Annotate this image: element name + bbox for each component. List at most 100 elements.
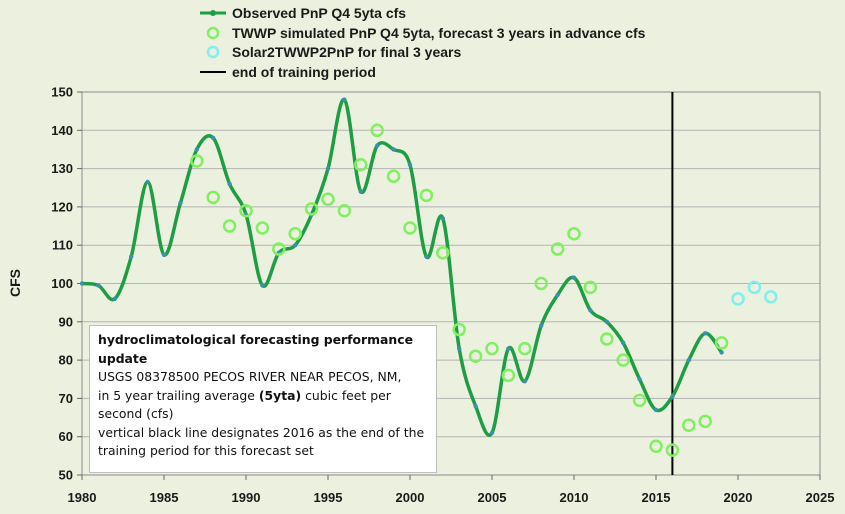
twwp-point-2004	[468, 349, 483, 364]
twwp-point-2018	[698, 414, 712, 429]
observed-point-1981	[96, 283, 101, 288]
twwp-point-2000	[403, 221, 417, 235]
y-tick-label-100: 100	[51, 276, 73, 291]
twwp-point-2019	[714, 336, 729, 350]
twwp-point-2006	[501, 368, 516, 383]
solar-point-2022	[764, 290, 778, 304]
twwp-point-2011	[583, 280, 598, 295]
observed-series	[79, 97, 724, 437]
observed-point-1980	[79, 281, 85, 286]
solar-point-2020	[731, 292, 745, 306]
x-tick-label-1990: 1990	[232, 490, 261, 505]
x-tick-label-2020: 2020	[724, 490, 753, 505]
twwp-point-2016	[665, 443, 680, 457]
observed-point-2005	[489, 430, 495, 436]
y-tick-label-140: 140	[51, 123, 73, 138]
observed-point-1995	[325, 166, 331, 171]
observed-point-2016	[670, 394, 675, 399]
y-tick-label-150: 150	[51, 85, 73, 100]
observed-point-1998	[375, 143, 380, 148]
twwp-point-2005	[485, 341, 499, 356]
solar-point-2021	[747, 280, 762, 295]
twwp-series	[190, 123, 729, 457]
legend-label-solar: Solar2TWWP2PnP for final 3 years	[232, 44, 461, 60]
twwp-point-2010	[567, 226, 581, 241]
observed-point-2002	[440, 216, 445, 221]
observed-point-2004	[473, 403, 478, 409]
twwp-point-1991	[255, 221, 270, 235]
observed-point-2009	[555, 292, 560, 298]
twwp-point-2013	[616, 353, 630, 367]
observed-point-2018	[703, 331, 708, 336]
annotation-box: hydroclimatological forecasting performa…	[89, 325, 437, 473]
observed-point-1987	[194, 147, 199, 152]
observed-point-1988	[211, 135, 216, 141]
x-tick-label-2015: 2015	[642, 490, 671, 505]
legend-label-training: end of training period	[232, 64, 376, 80]
twwp-point-2003	[452, 322, 466, 337]
x-tick-label-1980: 1980	[68, 490, 97, 505]
observed-point-2019	[719, 350, 724, 355]
observed-point-1984	[145, 179, 150, 185]
twwp-point-1988	[206, 190, 220, 205]
observed-point-2014	[637, 377, 642, 382]
legend-label-twwp: TWWP simulated PnP Q4 5yta, forecast 3 y…	[232, 25, 646, 41]
annotation-title: hydroclimatological forecasting performa…	[98, 332, 413, 366]
legend: Observed PnP Q4 5yta cfs TWWP simulated …	[200, 5, 646, 80]
twwp-point-2015	[649, 439, 663, 454]
annotation-line3: vertical black line designates 2016 as t…	[98, 424, 425, 459]
twwp-point-1996	[337, 203, 352, 218]
legend-marker-solar	[206, 45, 220, 59]
annotation-line2: in 5 year trailing average (5yta) cubic …	[98, 387, 428, 424]
x-tick-label-2005: 2005	[478, 490, 507, 505]
observed-point-1997	[358, 189, 363, 194]
observed-point-2006	[506, 346, 511, 351]
observed-point-1996	[342, 97, 347, 102]
observed-point-2015	[653, 407, 659, 413]
twwp-point-2002	[436, 246, 450, 260]
legend-label-observed: Observed PnP Q4 5yta cfs	[232, 5, 406, 21]
twwp-point-2009	[550, 242, 565, 256]
observed-point-2010	[571, 275, 577, 280]
observed-point-2001	[424, 254, 429, 259]
twwp-point-1994	[304, 202, 319, 216]
observed-point-2011	[588, 308, 593, 313]
observed-point-1999	[391, 147, 396, 152]
y-tick-label-130: 130	[51, 161, 73, 176]
observed-point-2017	[686, 357, 691, 363]
observed-point-2008	[539, 323, 544, 328]
twwp-point-2007	[518, 341, 532, 356]
y-axis-label: CFS	[7, 269, 23, 297]
twwp-point-1998	[370, 123, 384, 138]
twwp-point-2014	[632, 393, 647, 408]
twwp-point-2012	[600, 332, 614, 346]
solar-series	[731, 280, 778, 306]
observed-point-1993	[293, 243, 298, 248]
annotation-line1: USGS 08378500 PECOS RIVER NEAR PECOS, NM…	[98, 369, 402, 384]
x-tick-label-2010: 2010	[560, 490, 589, 505]
twwp-point-1992	[272, 242, 286, 256]
y-tick-label-110: 110	[52, 238, 73, 253]
observed-point-1986	[178, 200, 183, 206]
twwp-point-1997	[354, 158, 368, 172]
y-tick-label-70: 70	[59, 391, 73, 406]
observed-point-2012	[604, 319, 609, 324]
observed-line	[81, 97, 724, 437]
annotation-line2-bold: (5yta)	[258, 387, 302, 403]
observed-point-2003	[457, 346, 462, 351]
twwp-point-1990	[239, 203, 253, 218]
y-tick-label-90: 90	[59, 314, 73, 329]
y-tick-label-120: 120	[51, 199, 73, 214]
y-tick-label-50: 50	[59, 468, 73, 483]
twwp-point-1995	[321, 192, 335, 206]
annotation-line2-pre: in 5 year trailing average	[98, 387, 259, 403]
y-tick-label-80: 80	[59, 353, 73, 368]
observed-point-2000	[407, 162, 413, 167]
y-tick-labels: 50 60 70 80 90 100 110 120 130 140 150	[51, 85, 82, 483]
x-tick-label-1995: 1995	[314, 490, 343, 505]
y-tick-label-60: 60	[59, 429, 73, 444]
twwp-point-1987	[190, 154, 204, 168]
observed-point-1982	[112, 296, 118, 302]
x-tick-label-1985: 1985	[150, 490, 179, 505]
twwp-point-1993	[288, 226, 302, 241]
